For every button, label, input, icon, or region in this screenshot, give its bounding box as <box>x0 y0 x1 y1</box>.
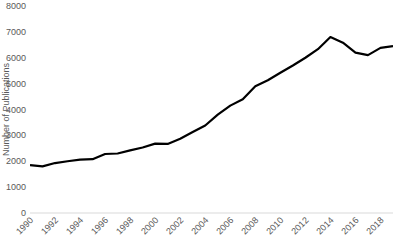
y-tick-label: 2000 <box>6 156 26 166</box>
chart-root: 0100020003000400050006000700080001990199… <box>0 0 400 243</box>
x-tick-label: 2000 <box>139 215 160 236</box>
y-axis-label: Number of Publications <box>1 62 11 156</box>
x-tick-label: 1998 <box>114 215 135 236</box>
y-tick-label: 6000 <box>6 53 26 63</box>
x-tick-label: 2006 <box>214 215 235 236</box>
x-tick-label: 1990 <box>14 215 35 236</box>
chart: 0100020003000400050006000700080001990199… <box>0 0 400 243</box>
x-tick-label: 2002 <box>164 215 185 236</box>
data-line <box>30 37 393 166</box>
x-tick-label: 2004 <box>189 215 210 236</box>
x-tick-label: 2014 <box>314 215 335 236</box>
x-tick-label: 2008 <box>239 215 260 236</box>
x-tick-label: 2016 <box>339 215 360 236</box>
plot-area <box>30 37 393 166</box>
y-tick-label: 7000 <box>6 27 26 37</box>
x-tick-label: 2012 <box>289 215 310 236</box>
y-tick-label: 8000 <box>6 1 26 11</box>
x-tick-label: 1994 <box>64 215 85 236</box>
x-tick-label: 2010 <box>264 215 285 236</box>
x-tick-label: 1992 <box>39 215 60 236</box>
x-axis-line <box>30 213 393 214</box>
x-tick-label: 2018 <box>364 215 385 236</box>
y-tick-label: 1000 <box>6 182 26 192</box>
y-tick-label: 0 <box>21 208 26 218</box>
x-tick-label: 1996 <box>89 215 110 236</box>
